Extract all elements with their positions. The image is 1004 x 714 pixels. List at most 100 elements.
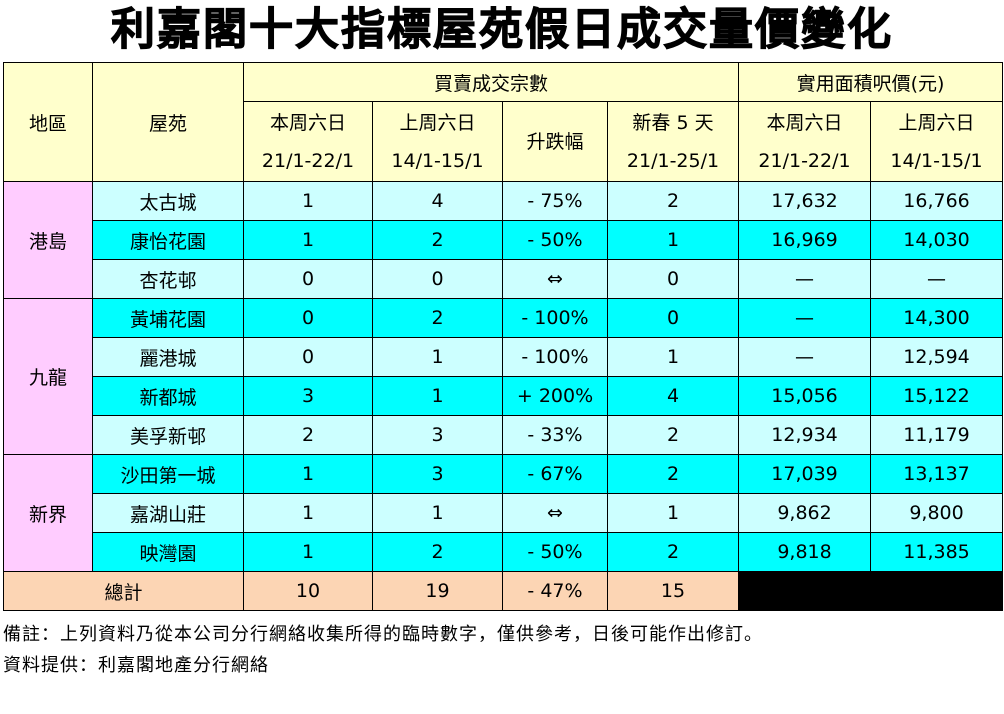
data-row: 麗港城 0 1- 100% 1—12,594 [4,337,1004,377]
cell: 15,122 [870,376,1004,416]
cell: 4 [372,181,503,221]
table: 地區 屋苑 買賣成交宗數 實用面積呎價(元) 本周六日 21/1-22/1 上周六日 14/1… [3,62,1004,611]
cell: ⇔ [502,259,608,299]
cell: 嘉湖山莊 [92,493,244,533]
header-row: 地區 屋苑 買賣成交宗數 實用面積呎價(元) [3,62,1004,182]
data-row: 新界 沙田第一城 1 3- 67% 2 17,039 13,137 [3,454,1004,572]
blank-cell [738,571,1004,611]
cell: 16,766 [870,181,1004,221]
column-label: 上周六日 [898,111,975,134]
data-row: 美孚新邨 2 3- 33% 2 12,934 11,179 [4,415,1004,455]
cell: 康怡花園 [92,220,244,260]
column-label: 上周六日 [399,111,476,134]
cell: 14,030 [870,220,1004,260]
cell: 4 [606,376,740,416]
cell: - 47% [502,571,608,611]
cell: 1 [606,220,740,260]
cell: 1 [372,376,503,416]
cell: 17,039 [738,454,872,494]
cell: 屋苑 [92,62,244,182]
cell: - 50% [502,532,608,572]
cell: 2 [606,454,740,494]
header-row: 本周六日 21/1-22/1 上周六日 14/1-15/1 升跌幅 新春 5 天 21/1-… [4,101,1004,182]
cell: 1 [606,493,740,533]
cell: 12,594 [870,337,1004,377]
cell: - 33% [502,415,608,455]
cell: — [738,298,872,338]
cell: 新界 [3,454,93,572]
column-dates: 21/1-22/1 [261,149,355,172]
cell: 19 [372,571,503,611]
data-row: 港島 太古城 1 4- 75% 2 17,632 16,766 [3,181,1004,299]
cell: 2 [372,298,503,338]
column-dates: 21/1-25/1 [626,149,720,172]
cell: 2 [372,220,503,260]
cell: 3 [372,454,503,494]
cell: 0 [606,298,740,338]
cell: 沙田第一城 [92,454,244,494]
cell: 0 [243,298,373,338]
note: 備註：上列資料乃從本公司分行網絡收集所得的臨時數字，僅供參考，日後可能作出修訂。 [3,624,763,645]
cell: - 67% [502,454,608,494]
cell: 9,862 [738,493,872,533]
column-dates: 14/1-15/1 [890,149,983,172]
column-label: 本周六日 [269,111,346,134]
cell: 3 [372,415,503,455]
data-row: 嘉湖山莊 1 1 ⇔ 1 9,862 9,800 [4,493,1004,533]
cell: 12,934 [738,415,872,455]
cell: 新都城 [92,376,244,416]
total-row: 總計 10 19- 47% 15 [3,571,1004,611]
cell: 1 [243,181,373,221]
cell: 買賣成交宗數 [242,62,740,102]
cell: 映灣園 [92,532,244,572]
cell: + 200% [502,376,608,416]
cell: 1 [372,337,503,377]
cell: 1 [243,493,373,533]
cell: 3 [243,376,373,416]
cell: — [870,259,1004,299]
cell: 9,800 [870,493,1004,533]
cell: — [738,337,872,377]
cell: 2 [606,415,740,455]
data-row: 新都城 3 1 + 200% 4 15,056 15,122 [4,376,1004,416]
cell: 美孚新邨 [92,415,244,455]
cell: 13,137 [870,454,1004,494]
cell: 太古城 [92,181,244,221]
cell: 9,818 [738,532,872,572]
cell: 1 [372,493,503,533]
note: 資料提供：利嘉閣地產分行網絡 [3,655,269,676]
cell: 2 [606,532,740,572]
data-row: 杏花邨 0 0 ⇔ 0— — [4,259,1004,299]
cell: 1 [243,454,373,494]
column-header: 上周六日 14/1-15/1 [372,101,503,182]
cell: 11,179 [870,415,1004,455]
cell: - 50% [502,220,608,260]
cell: ⇔ [502,493,608,533]
cell: 10 [243,571,373,611]
cell: 0 [243,259,373,299]
cell: 2 [243,415,373,455]
cell: 0 [606,259,740,299]
column-header: 上周六日 14/1-15/1 [870,101,1004,182]
data-row: 康怡花園 1 2- 50% 1 16,969 14,030 [4,220,1004,260]
cell: 1 [243,532,373,572]
cell: 16,969 [738,220,872,260]
column-label: 新春 5 天 [632,111,714,134]
cell: 港島 [3,181,93,299]
cell: 15 [606,571,740,611]
cell: - 100% [502,298,608,338]
cell: - 75% [502,181,608,221]
cell: — [738,259,872,299]
title: 利嘉閣十大指標屋苑假日成交量價變化 [111,4,893,56]
column-dates: 14/1-15/1 [391,149,484,172]
cell: 15,056 [738,376,872,416]
cell: 麗港城 [92,337,244,377]
column-header: 本周六日 21/1-22/1 [738,101,872,182]
column-header: 本周六日 21/1-22/1 [243,101,373,182]
cell: 地區 [3,62,93,182]
cell: 14,300 [870,298,1004,338]
cell: 0 [243,337,373,377]
cell: 九龍 [3,298,93,455]
column-label: 本周六日 [766,111,843,134]
